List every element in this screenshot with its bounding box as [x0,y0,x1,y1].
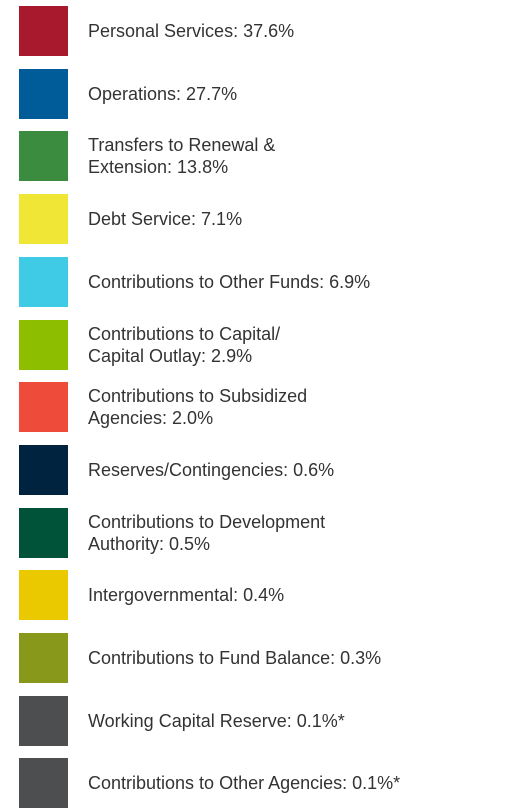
legend-item: Transfers to Renewal & Extension: 13.8% [19,131,275,182]
legend-swatch [19,194,68,245]
legend-label: Debt Service: 7.1% [88,208,242,230]
legend-item: Contributions to Capital/Capital Outlay:… [19,319,280,370]
label-line: Reserves/Contingencies: 0.6% [88,459,335,480]
label-line: Debt Service: 7.1% [88,209,243,230]
legend-label: Contributions to Other Agencies: 0.1%* [88,772,400,794]
label-line: Contributions to Capital/ [88,323,281,344]
legend-label: Operations: 27.7% [88,83,237,105]
legend-item: Debt Service: 7.1% [19,194,242,245]
legend-label: Working Capital Reserve: 0.1%* [88,710,345,732]
legend-item: Contributions to Other Funds: 6.9% [19,256,370,307]
legend-label: Contributions to Capital/Capital Outlay:… [88,323,280,367]
legend-swatch [19,256,68,307]
legend-item: Contributions to Fund Balance: 0.3% [19,633,381,683]
legend-swatch [19,695,68,746]
label-line: Contributions to Fund Balance: 0.3% [88,648,382,668]
legend-item: Intergovernmental: 0.4% [19,570,284,621]
legend-swatch [19,633,68,683]
legend-swatch [19,6,68,56]
label-line: Intergovernmental: 0.4% [88,585,285,606]
label-line: Contributions to Other Funds: 6.9% [88,271,371,292]
legend-label: Contributions to Other Funds: 6.9% [88,271,370,293]
legend-label: Contributions to Fund Balance: 0.3% [88,647,381,669]
legend-swatch [19,570,68,621]
legend-swatch [19,382,68,433]
label-line: Extension: 13.8% [88,157,229,178]
label-line: Contributions to Other Agencies: 0.1%* [88,773,401,794]
label-line: Capital Outlay: 2.9% [88,345,253,366]
legend-item: Contributions to Other Agencies: 0.1%* [19,758,400,808]
legend-swatch [19,68,68,119]
label-line: Working Capital Reserve: 0.1%* [88,710,345,731]
legend-label: Contributions to Development Authority: 0… [88,511,325,555]
label-line: Operations: 27.7% [88,83,238,104]
label-line: Authority: 0.5% [88,533,211,554]
legend-swatch [19,131,68,182]
legend-label: Contributions to Subsidized Agencies: 2.0… [88,385,307,429]
legend-swatch [19,507,68,558]
legend-item: Reserves/Contingencies: 0.6% [19,444,334,495]
label-line: Transfers to Renewal & [88,135,276,156]
legend-item: Operations: 27.7% [19,68,237,119]
label-line: Contributions to Development [88,511,326,532]
legend-swatch [19,444,68,495]
legend-swatch [19,319,68,370]
legend-label: Reserves/Contingencies: 0.6% [88,459,334,481]
legend-item: Contributions to Development Authority: 0… [19,507,325,558]
legend-label: Intergovernmental: 0.4% [88,584,284,606]
legend-label: Transfers to Renewal & Extension: 13.8% [88,134,275,178]
legend-item: Contributions to Subsidized Agencies: 2.0… [19,382,307,433]
label-line: Personal Services: 37.6% [88,21,295,41]
legend-item: Working Capital Reserve: 0.1%* [19,695,345,746]
legend-swatch [19,758,68,808]
legend-label: Personal Services: 37.6% [88,20,294,42]
label-line: Contributions to Subsidized [88,386,308,407]
legend-item: Personal Services: 37.6% [19,6,294,56]
label-line: Agencies: 2.0% [88,408,214,429]
